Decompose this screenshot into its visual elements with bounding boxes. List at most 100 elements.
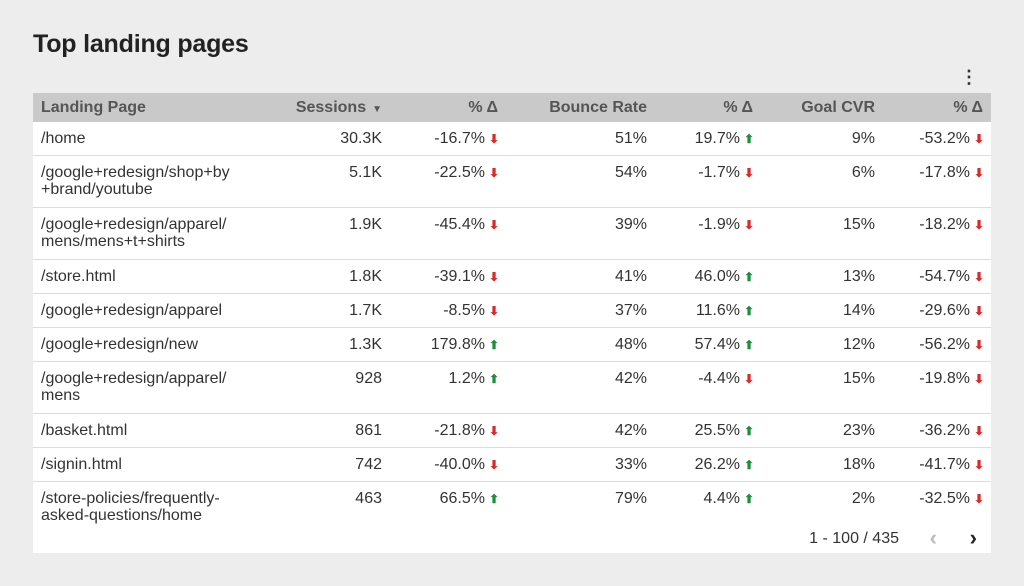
- header-sessions[interactable]: Sessions ▼: [271, 93, 390, 122]
- arrow-down-icon: ⬇: [489, 218, 500, 232]
- cvr-delta-cell: -18.2% ⬇: [883, 207, 991, 260]
- goal-cvr-cell-value: 13%: [842, 268, 875, 285]
- landing-page-cell: /google+redesign/apparel/mens: [33, 361, 271, 414]
- header-bounce-rate[interactable]: Bounce Rate: [506, 93, 655, 122]
- sessions-delta-cell: 1.2% ⬆: [390, 361, 506, 414]
- bounce-rate-cell: 41%: [506, 259, 655, 294]
- cvr-delta-cell-value: -32.5%: [919, 490, 970, 507]
- bounce-rate-cell-value: 42%: [614, 370, 647, 387]
- cvr-delta-cell-value: -18.2%: [919, 216, 970, 233]
- goal-cvr-cell: 12%: [761, 327, 883, 362]
- data-table: Landing Page Sessions ▼ % Δ Bounce Rate %…: [33, 93, 991, 534]
- sessions-delta-cell-value: -40.0%: [434, 456, 485, 473]
- arrow-up-icon: ⬆: [489, 492, 500, 506]
- cvr-delta-cell-value: -41.7%: [919, 456, 970, 473]
- table-row[interactable]: /signin.html 742 -40.0% ⬇ 33% 26.2% ⬆ 18% -41.7%…: [33, 447, 991, 482]
- arrow-down-icon: ⬇: [489, 270, 500, 284]
- cvr-delta-cell-value: -53.2%: [919, 130, 970, 147]
- cvr-delta-cell: -29.6% ⬇: [883, 293, 991, 328]
- landing-page-cell-value: /home: [41, 130, 86, 147]
- bounce-rate-cell: 48%: [506, 327, 655, 362]
- table-row[interactable]: /store.html 1.8K -39.1% ⬇ 41% 46.0% ⬆ 13% -54.7%…: [33, 259, 991, 294]
- table-row[interactable]: /google+redesign/apparel 1.7K -8.5% ⬇ 37% 11.…: [33, 293, 991, 328]
- header-landing-page[interactable]: Landing Page: [33, 93, 271, 122]
- sessions-delta-cell: -39.1% ⬇: [390, 259, 506, 294]
- goal-cvr-cell: 15%: [761, 207, 883, 260]
- arrow-down-icon: ⬇: [974, 492, 985, 506]
- sessions-delta-cell: -22.5% ⬇: [390, 155, 506, 208]
- arrow-up-icon: ⬆: [489, 338, 500, 352]
- landing-page-cell-value: /google+redesign/apparel: [41, 302, 223, 319]
- landing-page-cell: /google+redesign/shop+by +brand/youtube: [33, 155, 271, 208]
- arrow-down-icon: ⬇: [489, 304, 500, 318]
- landing-page-cell-value: /google+redesign/apparel/mens/mens+t+shi…: [41, 216, 227, 250]
- arrow-up-icon: ⬆: [744, 132, 755, 146]
- bounce-rate-cell-value: 41%: [614, 268, 647, 285]
- sessions-delta-cell: -8.5% ⬇: [390, 293, 506, 328]
- table-row[interactable]: /home 30.3K -16.7% ⬇ 51% 19.7% ⬆ 9% -53.2% ⬇: [33, 122, 991, 156]
- bounce-rate-cell-value: 39%: [614, 216, 647, 233]
- cvr-delta-cell: -56.2% ⬇: [883, 327, 991, 362]
- sessions-cell: 861: [271, 413, 390, 448]
- sessions-delta-cell: -16.7% ⬇: [390, 122, 506, 156]
- sessions-cell: 1.3K: [271, 327, 390, 362]
- cvr-delta-cell-value: -17.8%: [919, 164, 970, 181]
- bounce-delta-cell: -1.7% ⬇: [655, 155, 761, 208]
- sessions-cell-value: 861: [355, 422, 382, 439]
- table-row[interactable]: /google+redesign/apparel/mens 928 1.2% ⬆ 42%…: [33, 361, 991, 414]
- arrow-down-icon: ⬇: [744, 166, 755, 180]
- arrow-down-icon: ⬇: [974, 218, 985, 232]
- page-title: Top landing pages: [33, 30, 249, 58]
- bounce-delta-cell: 26.2% ⬆: [655, 447, 761, 482]
- goal-cvr-cell: 13%: [761, 259, 883, 294]
- bounce-rate-cell-value: 54%: [614, 164, 647, 181]
- bounce-delta-cell: 57.4% ⬆: [655, 327, 761, 362]
- arrow-up-icon: ⬆: [744, 338, 755, 352]
- bounce-delta-cell-value: 26.2%: [694, 456, 740, 473]
- sessions-delta-cell-value: -16.7%: [434, 130, 485, 147]
- landing-page-cell-value: /signin.html: [41, 456, 122, 473]
- bounce-rate-cell-value: 51%: [614, 130, 647, 147]
- table-row[interactable]: /google+redesign/shop+by +brand/youtube 5.…: [33, 155, 991, 208]
- cvr-delta-cell: -36.2% ⬇: [883, 413, 991, 448]
- cvr-delta-cell: -53.2% ⬇: [883, 122, 991, 156]
- table-body: /home 30.3K -16.7% ⬇ 51% 19.7% ⬆ 9% -53.2% ⬇/goog…: [33, 122, 991, 534]
- table-row[interactable]: /google+redesign/apparel/mens/mens+t+shi…: [33, 207, 991, 260]
- bounce-delta-cell: -1.9% ⬇: [655, 207, 761, 260]
- arrow-down-icon: ⬇: [744, 372, 755, 386]
- bounce-delta-cell-value: 11.6%: [695, 302, 740, 319]
- cvr-delta-cell-value: -29.6%: [919, 302, 970, 319]
- chevron-right-icon[interactable]: ›: [969, 525, 977, 550]
- bounce-rate-cell: 42%: [506, 413, 655, 448]
- table-row[interactable]: /basket.html 861 -21.8% ⬇ 42% 25.5% ⬆ 23% -36.2%…: [33, 413, 991, 448]
- pagination: 1 - 100 / 435 ‹ ›: [33, 525, 991, 553]
- sessions-delta-cell-value: 1.2%: [448, 370, 485, 387]
- chevron-left-icon[interactable]: ‹: [929, 525, 937, 550]
- landing-page-cell: /google+redesign/apparel/mens/mens+t+shi…: [33, 207, 271, 260]
- more-vert-icon[interactable]: ⋮: [960, 67, 978, 87]
- arrow-down-icon: ⬇: [974, 458, 985, 472]
- sessions-delta-cell: -21.8% ⬇: [390, 413, 506, 448]
- goal-cvr-cell: 6%: [761, 155, 883, 208]
- header-sessions-delta[interactable]: % Δ: [390, 93, 506, 122]
- bounce-rate-cell-value: 33%: [614, 456, 647, 473]
- bounce-rate-cell: 51%: [506, 122, 655, 156]
- header-bounce-delta[interactable]: % Δ: [655, 93, 761, 122]
- header-cvr-delta[interactable]: % Δ: [883, 93, 991, 122]
- bounce-rate-cell-value: 42%: [614, 422, 647, 439]
- table-row[interactable]: /google+redesign/new 1.3K 179.8% ⬆ 48% 57.4% ⬆…: [33, 327, 991, 362]
- sessions-delta-cell-value: 179.8%: [430, 336, 485, 353]
- pagination-range: 1 - 100 / 435: [809, 530, 899, 547]
- sessions-delta-cell-value: 66.5%: [439, 490, 485, 507]
- landing-page-cell: /google+redesign/new: [33, 327, 271, 362]
- header-goal-cvr[interactable]: Goal CVR: [761, 93, 883, 122]
- sessions-cell-value: 928: [355, 370, 382, 387]
- bounce-rate-cell: 54%: [506, 155, 655, 208]
- bounce-delta-cell-value: -1.7%: [698, 164, 740, 181]
- sessions-delta-cell-value: -8.5%: [443, 302, 485, 319]
- goal-cvr-cell-value: 15%: [842, 216, 875, 233]
- sessions-cell-value: 1.3K: [349, 336, 382, 353]
- goal-cvr-cell-value: 9%: [851, 130, 875, 147]
- sessions-cell: 928: [271, 361, 390, 414]
- sessions-delta-cell-value: -39.1%: [434, 268, 485, 285]
